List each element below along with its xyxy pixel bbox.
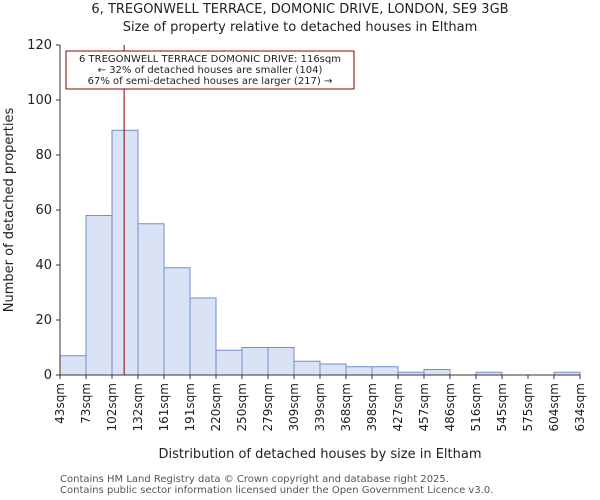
histogram-chart: 0 20 40 60 80 100 120 43sqm 73sqm 102sqm 132sqm 16…	[2, 38, 587, 462]
annotation-border	[65, 50, 355, 90]
x-tick-label: 132sqm	[131, 383, 145, 431]
x-tick-label: 457sqm	[417, 383, 431, 431]
y-tick-label: 40	[35, 258, 52, 273]
x-tick-label: 604sqm	[547, 383, 561, 431]
y-ticks: 0 20 40 60 80 100 120	[27, 38, 60, 383]
histogram-bar	[345, 366, 373, 376]
histogram-bar	[319, 363, 347, 376]
x-tick-label: 516sqm	[469, 383, 483, 431]
x-tick-label: 250sqm	[235, 383, 249, 431]
y-tick-label: 20	[35, 313, 52, 328]
histogram-bar	[163, 267, 191, 376]
x-tick-label: 634sqm	[573, 383, 587, 431]
x-tick-label: 73sqm	[79, 383, 93, 424]
x-tick-label: 43sqm	[53, 383, 67, 424]
y-tick-label: 120	[27, 38, 52, 53]
histogram-bar	[59, 355, 87, 376]
x-tick-label: 220sqm	[209, 383, 223, 431]
x-ticks: 43sqm 73sqm 102sqm 132sqm 161sqm 191sqm 220sqm…	[53, 375, 587, 431]
annotation-line-property: 6 TREGONWELL TERRACE DOMONIC DRIVE: 116s…	[79, 54, 341, 65]
annotation-box: 6 TREGONWELL TERRACE DOMONIC DRIVE: 116s…	[65, 50, 355, 90]
footer-licence: Contains public sector information licen…	[60, 485, 494, 496]
histogram-bar	[85, 215, 113, 376]
y-axis-label: Number of detached properties	[2, 108, 17, 313]
y-tick-label: 0	[44, 368, 52, 383]
x-tick-label: 339sqm	[313, 383, 327, 431]
histogram-bar	[241, 347, 269, 376]
y-tick-label: 100	[27, 93, 52, 108]
x-tick-label: 191sqm	[183, 383, 197, 431]
x-tick-label: 427sqm	[391, 383, 405, 431]
annotation-line-larger: 67% of semi-detached houses are larger (…	[88, 76, 333, 87]
footer-copyright: Contains HM Land Registry data © Crown c…	[60, 474, 449, 485]
x-tick-label: 309sqm	[287, 383, 301, 431]
x-tick-label: 398sqm	[365, 383, 379, 431]
histogram-bar	[215, 349, 243, 376]
histogram-bar	[267, 347, 295, 376]
histogram-bar	[371, 366, 399, 376]
x-tick-label: 575sqm	[521, 383, 535, 431]
histogram-bar	[423, 369, 451, 376]
y-tick-label: 60	[35, 203, 52, 218]
x-tick-label: 545sqm	[495, 383, 509, 431]
x-tick-label: 102sqm	[105, 383, 119, 431]
histogram-bar	[137, 223, 165, 376]
x-tick-label: 279sqm	[261, 383, 275, 431]
y-tick-label: 80	[35, 148, 52, 163]
x-axis-label: Distribution of detached houses by size …	[158, 447, 481, 462]
x-tick-label: 161sqm	[157, 383, 171, 431]
x-tick-label: 486sqm	[443, 383, 457, 431]
annotation-line-smaller: ← 32% of detached houses are smaller (10…	[98, 65, 323, 76]
histogram-bar	[293, 360, 321, 376]
chart-subtitle: Size of property relative to detached ho…	[122, 20, 478, 35]
bars-layer	[59, 129, 581, 376]
histogram-bar	[111, 129, 139, 376]
chart-title-address: 6, TREGONWELL TERRACE, DOMONIC DRIVE, LO…	[91, 2, 509, 17]
x-tick-label: 368sqm	[339, 383, 353, 431]
histogram-bar	[189, 297, 217, 376]
